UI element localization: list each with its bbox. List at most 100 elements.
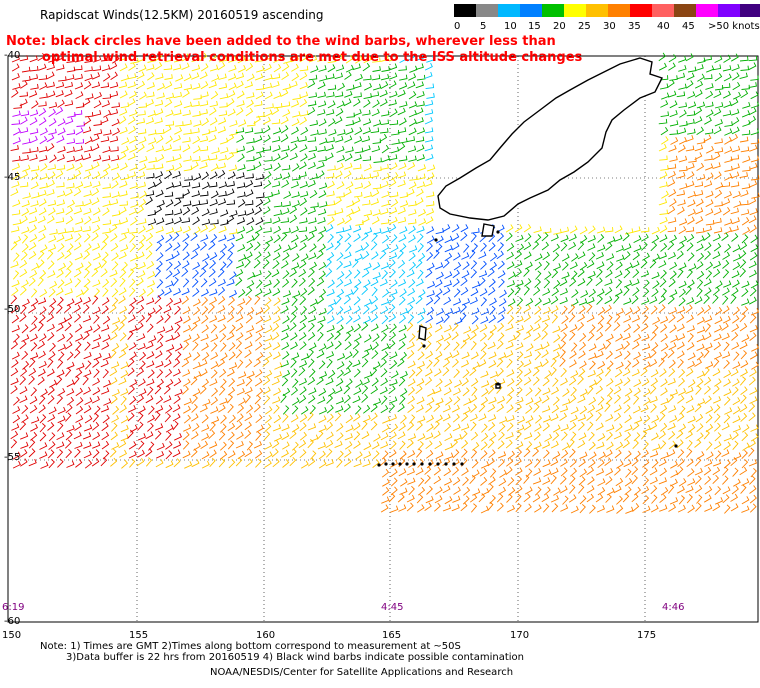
- wind-barb: [326, 251, 335, 261]
- wind-barb: [408, 181, 417, 190]
- wind-barb: [19, 286, 27, 296]
- wind-barb: [64, 341, 73, 350]
- wind-barb: [92, 171, 101, 180]
- wind-barb: [713, 217, 722, 224]
- wind-barb: [643, 397, 651, 406]
- wind-barb: [406, 304, 414, 314]
- wind-barb: [100, 259, 108, 269]
- wind-barb: [614, 288, 623, 297]
- wind-barb: [128, 304, 135, 315]
- wind-barb: [183, 398, 192, 406]
- wind-barb: [165, 156, 175, 163]
- wind-barb: [282, 270, 290, 280]
- wind-barb: [92, 72, 101, 80]
- wind-barb: [381, 468, 390, 478]
- wind-barb: [724, 128, 733, 136]
- wind-barb: [55, 106, 64, 115]
- wind-barb: [515, 234, 524, 242]
- wind-barb: [120, 395, 127, 406]
- wind-barb: [129, 135, 138, 144]
- wind-barb: [92, 387, 101, 396]
- wind-barb: [749, 224, 757, 233]
- wind-barb: [235, 127, 245, 134]
- wind-barb: [291, 118, 300, 127]
- wind-barb: [20, 367, 28, 377]
- wind-barb: [750, 244, 759, 253]
- wind-barb: [381, 424, 390, 433]
- wind-barb: [417, 164, 426, 172]
- wind-barb: [148, 157, 157, 163]
- wind-barb: [136, 205, 145, 215]
- wind-barb: [418, 289, 426, 298]
- wind-barb: [271, 448, 279, 458]
- wind-barb: [319, 201, 328, 208]
- wind-barb: [237, 244, 246, 252]
- wind-barb: [183, 101, 193, 109]
- wind-barb: [325, 172, 335, 179]
- wind-barb: [697, 307, 705, 316]
- wind-barb: [559, 340, 567, 350]
- wind-barb: [228, 64, 237, 72]
- wind-barb: [597, 433, 606, 442]
- wind-barb: [435, 316, 444, 325]
- wind-barb: [10, 430, 19, 440]
- wind-barb: [226, 313, 235, 323]
- wind-barb: [318, 307, 327, 316]
- wind-barb: [489, 297, 497, 306]
- legend-tick: 10: [504, 21, 517, 32]
- wind-barb: [604, 227, 614, 233]
- map-title: Rapidscat Winds(12.5KM) 20160519 ascendi…: [40, 8, 324, 22]
- wind-barb: [308, 358, 315, 368]
- wind-barb: [355, 55, 363, 64]
- wind-barb: [416, 494, 424, 504]
- wind-barb: [184, 461, 193, 469]
- wind-barb: [380, 119, 390, 126]
- wind-barb: [20, 441, 29, 449]
- wind-barb: [551, 269, 559, 279]
- wind-barb: [39, 93, 48, 99]
- wind-barb: [685, 134, 694, 143]
- wind-barb: [407, 296, 416, 305]
- wind-barb: [47, 395, 55, 405]
- wind-barb: [155, 341, 164, 351]
- wind-barb: [604, 340, 612, 350]
- contamination-dot: [452, 462, 456, 466]
- wind-barb: [192, 288, 200, 297]
- wind-barb: [426, 172, 435, 181]
- wind-barb: [427, 388, 436, 397]
- wind-barb: [416, 361, 425, 369]
- wind-barb: [46, 250, 54, 260]
- wind-barb: [597, 360, 606, 370]
- wind-barb: [237, 164, 246, 171]
- wind-barb: [65, 404, 73, 414]
- wind-barb: [346, 200, 355, 208]
- wind-barb: [335, 378, 344, 387]
- wind-barb: [624, 486, 632, 496]
- wind-barb: [291, 352, 300, 360]
- wind-barb: [740, 89, 749, 99]
- wind-barb: [390, 360, 398, 369]
- wind-barb: [211, 147, 220, 154]
- wind-barb: [353, 233, 361, 242]
- wind-barb: [687, 468, 695, 477]
- wind-barb: [578, 484, 585, 494]
- wind-barb: [291, 253, 300, 262]
- wind-barb: [309, 120, 319, 127]
- wind-barb: [136, 71, 145, 80]
- wind-barb: [181, 62, 190, 71]
- legend-swatch: [586, 4, 608, 17]
- wind-barb: [489, 494, 496, 505]
- wind-barb: [677, 242, 685, 251]
- wind-barb: [415, 278, 424, 287]
- wind-barb: [244, 448, 253, 458]
- wind-barb: [731, 332, 739, 341]
- wind-barb: [730, 154, 740, 161]
- wind-barb: [479, 288, 488, 297]
- wind-barb: [307, 376, 316, 386]
- wind-barb: [722, 65, 732, 72]
- wind-barb: [668, 503, 677, 512]
- wind-barb: [712, 268, 721, 278]
- wind-barb: [262, 54, 271, 62]
- wind-barb: [453, 288, 461, 298]
- wind-barb: [109, 108, 119, 116]
